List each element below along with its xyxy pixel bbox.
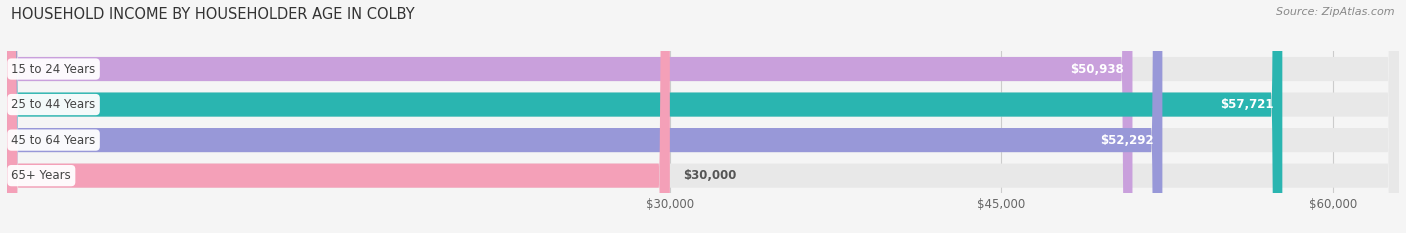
FancyBboxPatch shape — [7, 0, 1282, 233]
Text: 45 to 64 Years: 45 to 64 Years — [11, 134, 96, 147]
FancyBboxPatch shape — [7, 0, 1399, 233]
FancyBboxPatch shape — [7, 0, 1399, 233]
Text: Source: ZipAtlas.com: Source: ZipAtlas.com — [1277, 7, 1395, 17]
Text: 65+ Years: 65+ Years — [11, 169, 72, 182]
Text: HOUSEHOLD INCOME BY HOUSEHOLDER AGE IN COLBY: HOUSEHOLD INCOME BY HOUSEHOLDER AGE IN C… — [11, 7, 415, 22]
FancyBboxPatch shape — [7, 0, 669, 233]
FancyBboxPatch shape — [7, 0, 1163, 233]
Text: $52,292: $52,292 — [1099, 134, 1153, 147]
Text: $57,721: $57,721 — [1220, 98, 1274, 111]
Text: 15 to 24 Years: 15 to 24 Years — [11, 62, 96, 75]
Text: $30,000: $30,000 — [683, 169, 737, 182]
Text: $50,938: $50,938 — [1070, 62, 1123, 75]
FancyBboxPatch shape — [7, 0, 1132, 233]
FancyBboxPatch shape — [7, 0, 1399, 233]
FancyBboxPatch shape — [7, 0, 1399, 233]
Text: 25 to 44 Years: 25 to 44 Years — [11, 98, 96, 111]
